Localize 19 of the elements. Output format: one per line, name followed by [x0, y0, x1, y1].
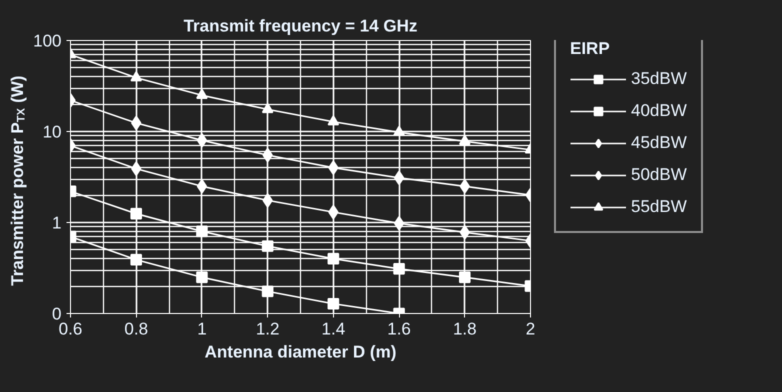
x-tick-label: 1 [197, 320, 207, 338]
x-tick-label: 1.4 [322, 320, 346, 338]
x-tick-label: 1.8 [452, 320, 477, 338]
x-axis-title: Antenna diameter D (m) [204, 342, 396, 362]
x-tick-label: 0.8 [124, 320, 148, 338]
legend-label: 45dBW [631, 133, 687, 153]
y-tick-label: 10 [42, 122, 62, 142]
legend-label: 55dBW [631, 197, 687, 217]
x-tick-label: 1.2 [256, 320, 280, 338]
y-axis-title: Transmitter power PTX (W) [8, 76, 28, 286]
x-tick-label: 1.6 [387, 320, 411, 338]
y-tick-label: 100 [33, 32, 62, 50]
x-tick-label: 2 [526, 320, 536, 338]
legend-label: 40dBW [631, 101, 687, 121]
y-tick-label: 1 [52, 214, 62, 232]
legend-label: 35dBW [631, 69, 687, 89]
chart-title: Transmit frequency = 14 GHz [184, 16, 418, 36]
legend-title: EIRP [570, 39, 611, 59]
legend-label: 50dBW [631, 165, 687, 185]
